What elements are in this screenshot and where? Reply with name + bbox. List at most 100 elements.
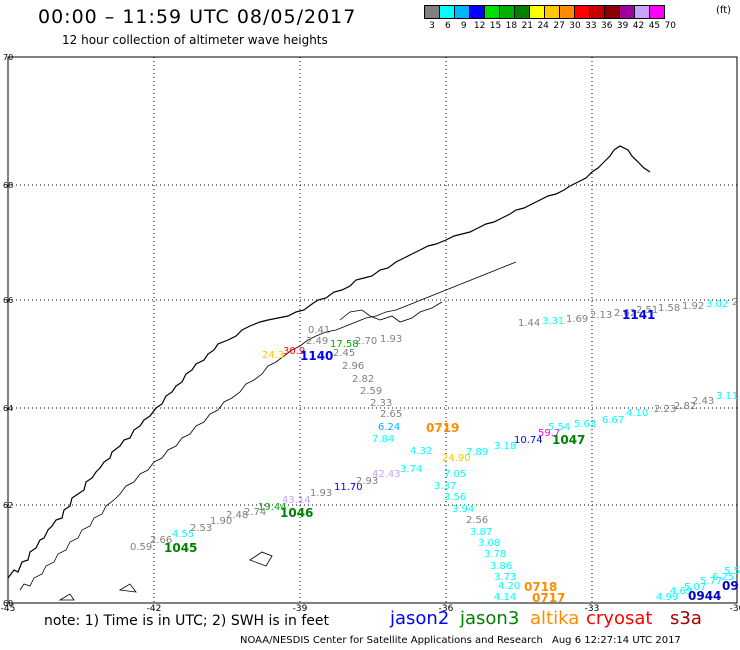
wave-height-value: 3.78 — [484, 549, 506, 560]
wave-height-value: 3.74 — [400, 464, 422, 475]
scale-label: 70 — [664, 21, 677, 31]
wave-height-value: 3.31 — [542, 316, 564, 327]
pass-time-label: 0944 — [688, 589, 721, 603]
wave-height-value: 3.18 — [494, 441, 516, 452]
wave-height-value: 10.74 — [514, 435, 543, 446]
wave-height-value: 4.20 — [498, 581, 520, 592]
wave-height-value: 2.51 — [636, 305, 658, 316]
wave-height-value: 3.37 — [434, 481, 456, 492]
lon-label: -39 — [293, 604, 308, 614]
wave-height-value: 11.70 — [334, 482, 363, 493]
color-scale — [424, 5, 665, 19]
scale-label: 33 — [585, 21, 597, 31]
wave-height-value: 59.7 — [538, 428, 560, 439]
wave-height-value: 30.9 — [283, 346, 305, 357]
wave-height-value: 2.74 — [244, 507, 266, 518]
lon-label: -45 — [1, 604, 16, 614]
scale-label: 24 — [537, 21, 549, 31]
scale-label: 18 — [505, 21, 518, 31]
wave-height-value: 19.44 — [258, 502, 287, 513]
wave-height-value: 2.82 — [674, 401, 696, 412]
wave-height-value: 4.99 — [656, 592, 678, 603]
scale-label: 27 — [553, 21, 565, 31]
coastline — [7, 145, 651, 601]
scale-label: 21 — [521, 21, 534, 31]
wave-height-value: 2.59 — [360, 386, 382, 397]
wave-height-value: 6.25 — [712, 572, 734, 583]
lat-label: 66 — [3, 296, 13, 305]
wave-height-value: 2.82 — [352, 374, 374, 385]
wave-height-value: 2.53 — [190, 523, 212, 534]
scale-label: 9 — [460, 21, 467, 31]
wave-height-value: 3.11 — [716, 391, 738, 402]
lat-label: 68 — [3, 181, 13, 190]
wave-height-value: 2.70 — [355, 336, 377, 347]
wave-height-value: 6.67 — [602, 415, 624, 426]
pass-time-label: 1140 — [300, 349, 333, 363]
map-frame — [7, 56, 738, 604]
satellite-jason2: jason2 — [390, 608, 450, 629]
pass-time-label: 09 — [722, 579, 739, 593]
wave-height-value: 4.10 — [626, 408, 648, 419]
pass-time-label: 0719 — [426, 421, 459, 435]
wave-height-value: 3.87 — [470, 527, 492, 538]
satellite-altika: altika — [530, 608, 580, 629]
wave-height-value: 7.84 — [372, 434, 394, 445]
lat-label: 64 — [3, 404, 13, 413]
wave-height-value: 2.93 — [356, 476, 378, 487]
scale-label: 12 — [473, 21, 486, 31]
lon-label: -30 — [730, 604, 740, 614]
footer-note: note: 1) Time is in UTC; 2) SWH is in fe… — [44, 613, 330, 629]
wave-height-value: 5.07 — [684, 582, 706, 593]
wave-height-value: 24.90 — [442, 453, 471, 464]
wave-height-value: 1.58 — [658, 303, 680, 314]
wave-height-value: 4.69 — [670, 586, 692, 597]
footer-timestamp: Aug 6 12:27:14 UTC 2017 — [552, 635, 681, 646]
wave-height-value: 2 — [732, 297, 738, 308]
wave-height-value: 2.33 — [370, 398, 392, 409]
wave-height-value: 2.48 — [226, 510, 248, 521]
wave-height-value: 3.08 — [478, 538, 500, 549]
wave-height-value: 1.90 — [210, 516, 232, 527]
scale-label: 45 — [648, 21, 661, 31]
axis-labels: 70 68 66 64 62 60-45 -42 -39 -36 -33 -30 — [1, 53, 740, 614]
page-subtitle: 12 hour collection of altimeter wave hei… — [62, 33, 328, 47]
wave-height-value: 3.56 — [444, 492, 466, 503]
scale-unit: (ft) — [716, 5, 732, 16]
satellite-cryosat: cryosat — [586, 608, 653, 629]
scale-label: 36 — [601, 21, 613, 31]
scale-label: 3 — [429, 21, 435, 31]
color-scale-labels: 3 6 9 12 15 18 21 24 27 30 33 36 39 42 45 70 — [424, 21, 678, 31]
wave-height-value: 2.49 — [306, 336, 328, 347]
wave-height-value: 1.69 — [566, 314, 588, 325]
lon-label: -36 — [439, 604, 454, 614]
wave-height-value: 4.32 — [410, 446, 432, 457]
wave-height-value: 3.86 — [490, 561, 512, 572]
page-title: 00:00 – 11:59 UTC 08/05/2017 — [38, 6, 357, 28]
wave-height-value: 2.65 — [380, 409, 402, 420]
wave-height-value: 1.92 — [682, 301, 704, 312]
wave-height-value: 2.45 — [333, 348, 355, 359]
wave-height-value: 43.14 — [282, 495, 311, 506]
wave-height-value: 2.96 — [342, 361, 364, 372]
lon-label: -33 — [585, 604, 600, 614]
pass-time-label: 0718 — [524, 580, 557, 594]
wave-height-value: 5.54 — [548, 422, 570, 433]
scale-swatch — [649, 5, 665, 19]
lat-lon-grid — [7, 56, 738, 604]
wave-height-value: 1.93 — [380, 334, 402, 345]
wave-height-value: 2.56 — [466, 515, 488, 526]
pass-time-label: 1045 — [164, 541, 197, 555]
wave-height-value: 2.43 — [692, 396, 714, 407]
wave-height-value: 0.41 — [308, 325, 330, 336]
wave-height-value: 3.02 — [706, 299, 728, 310]
satellite-s3a: s3a — [670, 608, 702, 629]
scale-label: 30 — [569, 21, 581, 31]
wave-height-value: 5.77 — [700, 576, 722, 587]
scale-label: 15 — [489, 21, 502, 31]
satellite-jason3: jason3 — [460, 608, 520, 629]
wave-height-value: 1.93 — [310, 488, 332, 499]
footer-credit: NOAA/NESDIS Center for Satellite Applica… — [240, 635, 543, 646]
wave-height-value: 2.13 — [590, 310, 612, 321]
